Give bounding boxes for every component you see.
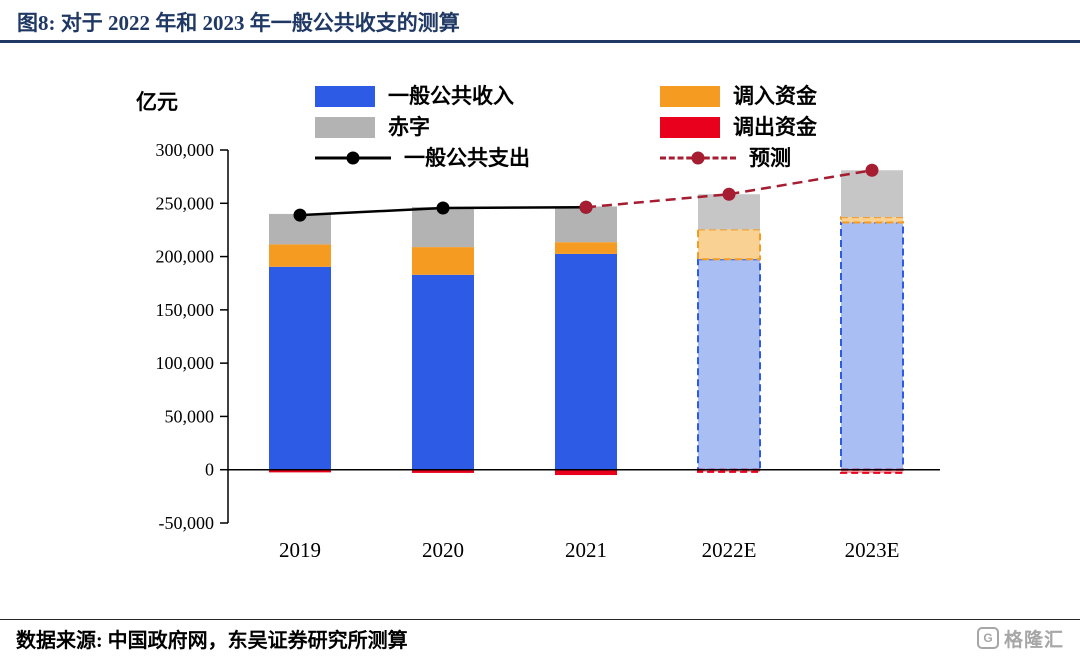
legend-swatch-revenue <box>315 85 375 107</box>
line-marker <box>865 163 879 177</box>
y-tick-label: 100,000 <box>156 353 215 373</box>
bar-segment <box>412 274 474 470</box>
bar-segment <box>269 244 331 267</box>
x-category-label: 2019 <box>279 538 321 562</box>
legend-line-marker-forecast <box>660 146 736 170</box>
bar-segment <box>412 247 474 275</box>
legend-label-transfer-out: 调出资金 <box>733 115 817 139</box>
legend-label-expenditure: 一般公共支出 <box>404 146 530 170</box>
legend-item-deficit: 赤字 <box>315 115 660 139</box>
legend-line-marker-expenditure <box>315 146 391 170</box>
legend-swatch-deficit <box>315 116 375 138</box>
x-category-label: 2022E <box>702 538 757 562</box>
bar-segment <box>555 242 617 254</box>
bar-segment <box>269 469 331 473</box>
bar-segment <box>269 266 331 470</box>
line-marker <box>579 200 593 214</box>
line-marker <box>293 208 307 222</box>
y-tick-label: 150,000 <box>156 300 215 320</box>
y-axis-unit-label: 亿元 <box>136 90 178 114</box>
page-title: 图8: 对于 2022 年和 2023 年一般公共收支的测算 <box>17 11 460 35</box>
bar-segment <box>697 258 761 471</box>
x-category-label: 2023E <box>845 538 900 562</box>
trend-line <box>585 169 873 209</box>
legend-item-revenue: 一般公共收入 <box>315 84 660 108</box>
bar-segment <box>697 468 761 473</box>
legend-label-deficit: 赤字 <box>388 115 430 139</box>
data-source: 数据来源: 中国政府网，东吴证券研究所测算 <box>16 629 408 652</box>
bar-segment <box>697 228 761 261</box>
bar-segment <box>841 170 903 218</box>
y-tick-label: 250,000 <box>156 193 215 213</box>
y-tick-label: 200,000 <box>156 247 215 267</box>
gelonghui-logo-text: 格隆汇 <box>1003 629 1064 651</box>
x-category-label: 2020 <box>422 538 464 562</box>
legend-item-transfer-in: 调入资金 <box>660 84 817 108</box>
legend-item-expenditure: 一般公共支出 <box>315 146 660 170</box>
bar-segment <box>840 221 904 471</box>
x-category-label: 2021 <box>565 538 607 562</box>
y-tick-label: 300,000 <box>156 140 215 160</box>
y-tick-label: 0 <box>205 460 214 480</box>
y-tick-label: -50,000 <box>159 513 215 533</box>
legend-item-forecast: 预测 <box>660 146 817 170</box>
bar-segment <box>412 469 474 473</box>
legend-dot-forecast <box>691 151 705 165</box>
y-tick-label: 50,000 <box>165 406 215 426</box>
title-underline-divider <box>0 40 1080 43</box>
legend-item-transfer-out: 调出资金 <box>660 115 817 139</box>
legend-label-revenue: 一般公共收入 <box>388 84 514 108</box>
legend-dot-expenditure <box>346 151 360 165</box>
bar-segment <box>555 469 617 476</box>
bar-segment <box>840 216 904 224</box>
bar-segment <box>555 253 617 470</box>
legend-swatch-transfer-in <box>660 85 720 107</box>
legend-label-transfer-in: 调入资金 <box>733 84 817 108</box>
line-marker <box>436 201 450 215</box>
gelonghui-logo: G 格隆汇 <box>976 625 1064 652</box>
legend-label-forecast: 预测 <box>749 146 791 170</box>
chart-plot: -50,000 0 50,000 100,000 150,000 200,000 250,0… <box>156 140 940 562</box>
chart-legend: 一般公共收入 调入资金 赤字 调出资金 一般公共支出 预测 <box>315 84 817 170</box>
line-marker <box>722 187 736 201</box>
bar-segment <box>840 468 904 474</box>
figure-footer: 数据来源: 中国政府网，东吴证券研究所测算 G 格隆汇 <box>0 619 1080 656</box>
gelonghui-logo-icon: G <box>976 627 999 649</box>
legend-swatch-transfer-out <box>660 116 720 138</box>
